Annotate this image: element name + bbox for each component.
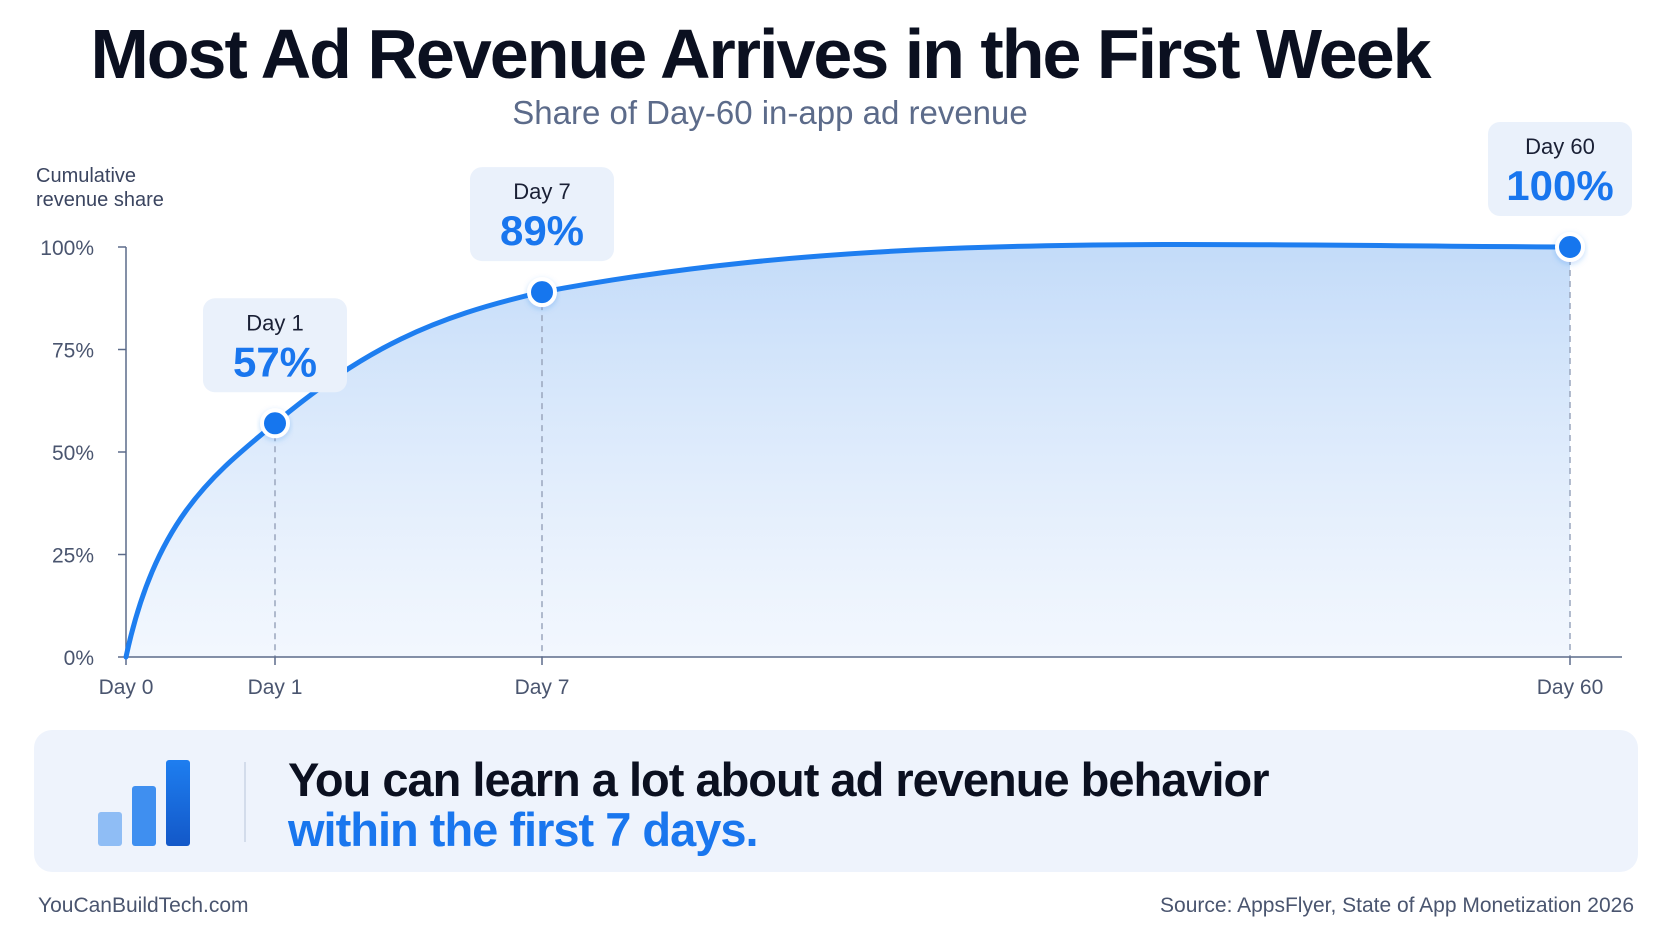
annotation-box-2 <box>1488 122 1632 216</box>
annotation-value-2: 100% <box>1506 162 1613 209</box>
annotation-value-1: 89% <box>500 207 584 254</box>
footer-source: Source: AppsFlyer, State of App Monetiza… <box>1160 894 1634 917</box>
callout-text-line-1: You can learn a lot about ad revenue beh… <box>288 753 1270 806</box>
data-point-1 <box>527 277 557 308</box>
callout-divider <box>244 762 246 842</box>
data-point-0 <box>260 408 290 439</box>
y-tick-label-4: 0% <box>64 647 94 670</box>
callout-text-line-2: within the first 7 days. <box>288 803 759 856</box>
annotation-day-1: Day 7 <box>513 179 570 204</box>
annotation-day-2: Day 60 <box>1525 134 1595 159</box>
chart-title: Most Ad Revenue Arrives in the First Wee… <box>90 15 1431 93</box>
x-tick-label-0: Day 0 <box>99 676 154 699</box>
y-tick-label-2: 50% <box>52 442 94 465</box>
bar-chart-icon <box>98 760 190 846</box>
chart-subtitle: Share of Day-60 in-app ad revenue <box>512 94 1028 131</box>
annotation-box-1 <box>470 167 614 262</box>
insight-callout: You can learn a lot about ad revenue beh… <box>34 730 1638 872</box>
revenue-chart: Cumulative revenue share 100% 75% 50% 25% 0%… <box>36 122 1632 699</box>
revenue-line <box>123 241 1573 660</box>
x-tick-label-1: Day 1 <box>248 676 303 699</box>
y-tick-label-3: 25% <box>52 545 94 568</box>
annotation-box-0 <box>203 298 347 393</box>
annotation-value-0: 57% <box>233 338 317 385</box>
y-axis-title-line-1: Cumulative <box>36 165 136 187</box>
area-fill <box>126 244 1570 658</box>
y-axis-title-line-2: revenue share <box>36 189 164 211</box>
x-tick-label-2: Day 7 <box>515 676 570 699</box>
annotation-day-0: Day 1 <box>246 310 303 335</box>
data-point-2 <box>1555 232 1585 262</box>
y-tick-label-1: 75% <box>52 340 94 363</box>
y-tick-label-0: 100% <box>40 237 94 260</box>
x-tick-label-3: Day 60 <box>1537 676 1604 699</box>
footer-site: YouCanBuildTech.com <box>38 894 249 917</box>
